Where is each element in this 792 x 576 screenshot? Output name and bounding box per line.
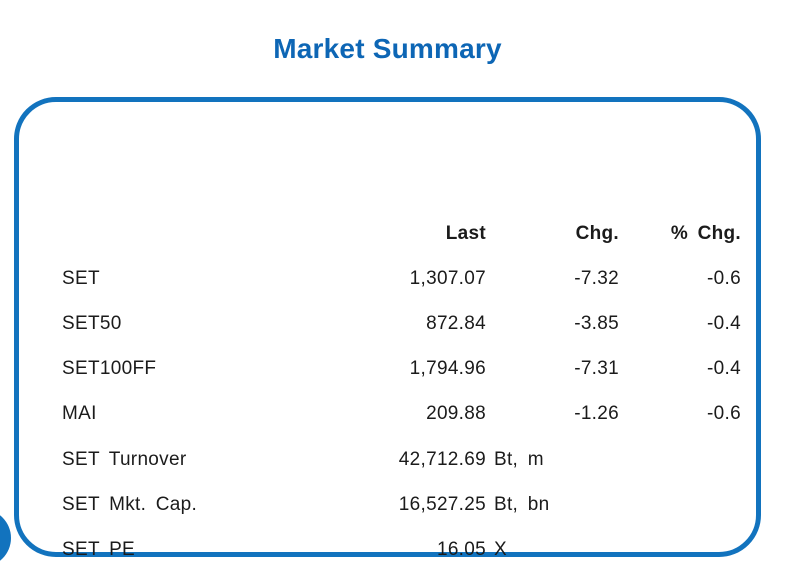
row-last-value: 16,527.25 [398,493,486,515]
row-label: SET [62,267,100,289]
row-pct-chg-value: -0.6 [707,403,741,425]
row-last-value: 42,712.69 [398,448,486,470]
row-last-value: 872.84 [426,312,486,334]
table-body: SET 1,307.07 -7.32 -0.6 SET50 872.84 -3.85 -0.4… [62,256,741,576]
table-row: SET 1,307.07 -7.32 -0.6 [62,256,741,301]
row-pct-chg-value: -0.6 [707,267,741,289]
row-label: SET50 [62,312,122,334]
table-row: MAI 209.88 -1.26 -0.6 [62,392,741,437]
row-last-value: 1,307.07 [409,267,486,289]
row-last-value: 209.88 [426,403,486,425]
row-label: SET PE [62,538,136,560]
table-row: SET Turnover 42,712.69 Bt, m [62,437,741,482]
header-chg: Chg. [575,222,619,244]
table-row: SET PB1.23X [62,573,741,576]
row-pct-chg-value: -0.4 [707,312,741,334]
row-unit: Bt, m [494,448,544,470]
row-label: SET100FF [62,358,157,380]
table-row: SET Mkt. Cap. 16,527.25 Bt, bn [62,482,741,527]
row-last-value: 1,794.96 [409,358,486,380]
table-row: SET50 872.84 -3.85 -0.4 [62,301,741,346]
page-title: Market Summary [273,33,502,64]
row-chg-value: -7.32 [574,267,619,289]
row-unit: Bt, bn [494,493,550,515]
summary-table: Last Chg. % Chg. SET 1,307.07 -7.32 -0.6 SET… [62,211,741,576]
row-chg-value: -7.31 [574,358,619,380]
row-label: SET Turnover [62,448,187,470]
header-last: Last [445,222,486,244]
corner-circle-decoration [0,509,11,567]
row-last-value: 16.05 [436,538,486,560]
header-pct-chg: % Chg. [670,222,741,244]
table-row: SET100FF 1,794.96 -7.31 -0.4 [62,347,741,392]
row-label: SET Mkt. Cap. [62,493,198,515]
row-label: MAI [62,403,97,425]
row-pct-chg-value: -0.4 [707,358,741,380]
table-row: SET PE 16.05 X [62,527,741,572]
row-chg-value: -1.26 [574,403,619,425]
row-chg-value: -3.85 [574,312,619,334]
summary-panel: Last Chg. % Chg. SET 1,307.07 -7.32 -0.6 SET… [14,97,761,560]
table-header-row: Last Chg. % Chg. [62,211,741,256]
row-unit: X [494,538,507,560]
